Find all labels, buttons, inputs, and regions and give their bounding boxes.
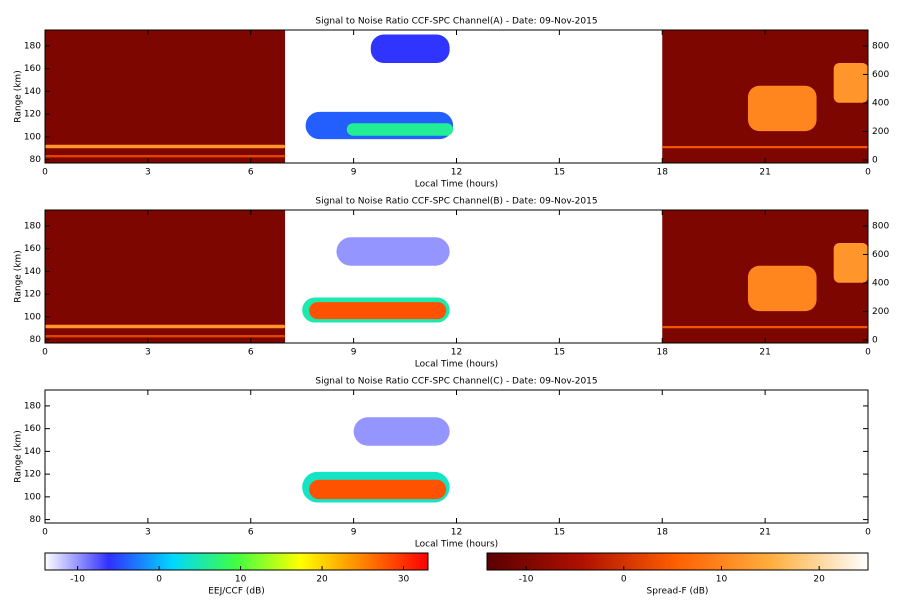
y2-tick-label: 800: [872, 41, 889, 51]
x-tick-label: 9: [351, 528, 357, 538]
colorbar-tick-label: -10: [519, 575, 534, 585]
colorbar-label: EEJ/CCF (dB): [208, 587, 265, 597]
panel-title: Signal to Noise Ratio CCF-SPC Channel(C)…: [315, 377, 597, 387]
y-tick-label: 140: [24, 87, 41, 97]
x-tick-label: 6: [248, 168, 254, 178]
echo-region: [833, 242, 868, 283]
echo-region: [336, 237, 450, 266]
colorbar: [44, 552, 429, 571]
y2-tick-label: 0: [872, 156, 878, 166]
echo-region: [45, 335, 286, 338]
colorbar-tick-label: 10: [235, 575, 247, 585]
colorbar-label: Spread-F (dB): [647, 587, 709, 597]
panel-title: Signal to Noise Ratio CCF-SPC Channel(B)…: [315, 197, 597, 207]
colorbar-tick-label: 20: [813, 575, 825, 585]
echo-region: [309, 302, 447, 320]
x-tick-label: 18: [657, 168, 669, 178]
echo-region: [45, 210, 286, 343]
colorbar-tick-label: 0: [621, 575, 627, 585]
y2-tick-label: 600: [872, 250, 889, 260]
y-tick-label: 160: [24, 64, 41, 74]
echo-region: [833, 62, 868, 103]
echo-region: [747, 85, 817, 132]
y-tick-label: 80: [30, 155, 42, 165]
echo-region: [747, 265, 817, 312]
y-axis-label: Range (km): [14, 250, 24, 302]
echo-region: [662, 325, 868, 329]
y-tick-label: 140: [24, 447, 41, 457]
y2-tick-label: 200: [872, 127, 889, 137]
x-tick-label: 21: [759, 528, 770, 538]
y-tick-label: 180: [24, 41, 41, 51]
y-tick-label: 100: [24, 132, 41, 142]
colorbar-tick-label: -10: [70, 575, 85, 585]
x-tick-label: 12: [451, 348, 462, 358]
y-tick-label: 140: [24, 267, 41, 277]
x-tick-label: 0: [865, 528, 871, 538]
colorbar-tick-label: 20: [316, 575, 328, 585]
echo-region: [45, 155, 286, 158]
x-tick-label: 21: [759, 348, 770, 358]
y-axis-label: Range (km): [14, 430, 24, 482]
x-axis-label: Local Time (hours): [415, 360, 498, 370]
y2-tick-label: 800: [872, 221, 889, 231]
y-tick-label: 100: [24, 492, 41, 502]
x-tick-label: 6: [248, 528, 254, 538]
echo-region: [45, 144, 286, 149]
colorbar-tick-label: 0: [156, 575, 162, 585]
y-tick-label: 160: [24, 244, 41, 254]
x-tick-label: 9: [351, 168, 357, 178]
y2-tick-label: 200: [872, 307, 889, 317]
y-tick-label: 180: [24, 401, 41, 411]
x-tick-label: 0: [42, 348, 48, 358]
echo-region: [45, 324, 286, 329]
x-axis-label: Local Time (hours): [415, 540, 498, 550]
echo-region: [353, 417, 450, 446]
y-tick-label: 100: [24, 312, 41, 322]
colorbar-tick-label: 10: [716, 575, 728, 585]
x-tick-label: 18: [657, 348, 669, 358]
x-tick-label: 21: [759, 168, 770, 178]
echo-region: [662, 145, 868, 149]
plot-frame: [44, 389, 869, 524]
x-tick-label: 3: [145, 168, 151, 178]
echo-region: [45, 30, 286, 163]
echo-region: [309, 479, 447, 500]
y-tick-label: 160: [24, 424, 41, 434]
y-tick-label: 120: [24, 470, 41, 480]
x-tick-label: 12: [451, 528, 462, 538]
y-axis-label: Range (km): [14, 70, 24, 122]
colorbar-tick-label: 30: [398, 575, 410, 585]
echo-region: [370, 34, 450, 63]
x-tick-label: 12: [451, 168, 462, 178]
x-tick-label: 6: [248, 348, 254, 358]
y2-tick-label: 400: [872, 98, 889, 108]
x-tick-label: 15: [554, 528, 565, 538]
x-tick-label: 0: [865, 348, 871, 358]
x-tick-label: 15: [554, 168, 565, 178]
x-tick-label: 3: [145, 348, 151, 358]
x-tick-label: 15: [554, 348, 565, 358]
colorbar: [486, 552, 869, 571]
y2-tick-label: 600: [872, 70, 889, 80]
echo-region: [346, 123, 454, 136]
x-tick-label: 0: [42, 528, 48, 538]
x-tick-label: 0: [42, 168, 48, 178]
y2-tick-label: 400: [872, 278, 889, 288]
y-tick-label: 80: [30, 515, 42, 525]
y-tick-label: 80: [30, 335, 42, 345]
x-tick-label: 3: [145, 528, 151, 538]
y-tick-label: 120: [24, 110, 41, 120]
x-axis-label: Local Time (hours): [415, 180, 498, 190]
x-tick-label: 0: [865, 168, 871, 178]
x-tick-label: 18: [657, 528, 669, 538]
y2-tick-label: 0: [872, 336, 878, 346]
y-tick-label: 120: [24, 290, 41, 300]
y-tick-label: 180: [24, 221, 41, 231]
panel-title: Signal to Noise Ratio CCF-SPC Channel(A)…: [315, 17, 597, 27]
x-tick-label: 9: [351, 348, 357, 358]
